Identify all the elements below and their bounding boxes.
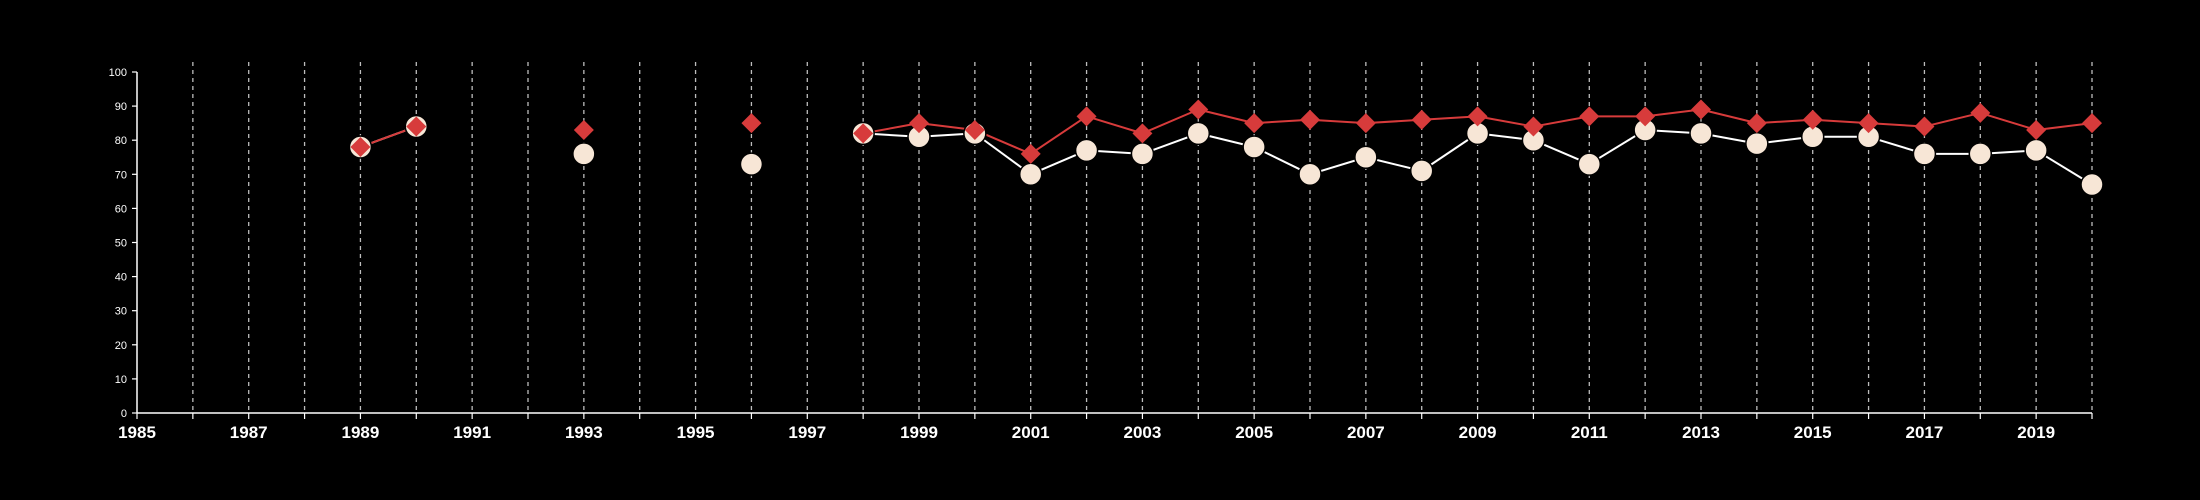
x-tick-label: 1999 [900, 423, 938, 442]
series-1-point [1130, 142, 1155, 166]
x-tick-label: 2003 [1124, 423, 1162, 442]
series-1-point [572, 142, 596, 166]
series-1-point [1354, 145, 1378, 169]
lines-layer [360, 108, 2093, 186]
y-tick-label: 60 [115, 203, 127, 215]
series-2-segment [2036, 122, 2093, 131]
series-1-point [1242, 135, 1266, 159]
series-2-point [1244, 113, 1265, 134]
x-tick-label: 1989 [342, 423, 380, 442]
series-2-point [1355, 113, 1376, 134]
series-2-point [1188, 99, 1209, 120]
series-1-point [1968, 142, 1993, 166]
series-1-point [1745, 131, 1769, 156]
y-tick-label: 40 [115, 272, 127, 284]
series-2-point [573, 119, 594, 140]
x-tick-label: 2015 [1794, 423, 1832, 442]
x-tick-label: 2005 [1235, 423, 1273, 442]
x-tick-label: 1993 [565, 423, 603, 442]
series-2-segment [1645, 108, 1702, 118]
x-tick-label: 2009 [1459, 423, 1497, 442]
y-tick-label: 50 [115, 238, 127, 250]
series-2-segment [1700, 108, 1758, 125]
series-2-segment [1533, 115, 1590, 128]
series-2-segment [1198, 108, 1255, 125]
x-tick-label: 1997 [788, 423, 826, 442]
y-tick-label: 90 [115, 101, 127, 113]
series-2-segment [1477, 115, 1534, 128]
series-2-segment [1142, 108, 1199, 135]
series-1-point [1409, 159, 1434, 183]
axes-layer: 0 10 20 30 40 50 60 70 80 90 100 1985 1987 1989 1991 19… [109, 67, 2093, 442]
x-tick-label: 2001 [1012, 423, 1050, 442]
x-tick-label: 2017 [1906, 423, 1944, 442]
series-1-point [1074, 138, 1099, 163]
series-2-point [1300, 109, 1320, 130]
series-2-point [1802, 109, 1823, 130]
y-tick-label: 100 [109, 67, 127, 79]
series-2-point [406, 116, 427, 137]
series-2-point [1020, 143, 1041, 164]
series-2-segment [1030, 115, 1088, 155]
series-2-point [741, 113, 762, 134]
series-1-point [1018, 162, 1043, 187]
y-tick-label: 80 [115, 135, 127, 147]
series-1-point [1689, 121, 1713, 146]
series-2-point [964, 119, 985, 140]
series-2-point [1746, 113, 1767, 134]
series-2-point [1691, 99, 1711, 120]
x-tick-label: 2019 [2017, 423, 2055, 442]
series-1-point [1298, 162, 1322, 187]
series-2-segment [1979, 111, 2037, 131]
y-tick-label: 20 [115, 340, 127, 352]
series-2-point [1523, 116, 1544, 137]
series-2-point [350, 137, 371, 158]
series-2-point [853, 123, 874, 144]
x-tick-label: 1987 [230, 423, 268, 442]
series-2-point [1467, 106, 1488, 127]
series-2-point [1411, 109, 1432, 130]
x-tick-label: 2011 [1571, 423, 1608, 442]
series-2-segment [1086, 115, 1143, 135]
x-tick-label: 1991 [453, 423, 491, 442]
y-tick-label: 70 [115, 169, 127, 181]
series-1-point [1912, 142, 1937, 166]
x-tick-label: 1995 [677, 423, 715, 442]
y-tick-label: 0 [121, 408, 127, 420]
x-tick-label: 2013 [1682, 423, 1720, 442]
series-1-point [2080, 172, 2104, 197]
grid-layer [192, 62, 2093, 413]
series-2-point [2026, 119, 2047, 140]
series-2-point [2082, 113, 2102, 134]
series-1-point [739, 152, 764, 176]
y-tick-label: 30 [115, 306, 127, 318]
series-2-point [1579, 106, 1600, 127]
series-2-point [1970, 102, 1991, 123]
series-1-point [1186, 121, 1211, 146]
series-1-point [2024, 138, 2048, 163]
marks-layer [348, 99, 2104, 197]
x-tick-label: 1985 [118, 423, 156, 442]
series-2-point [1132, 123, 1153, 144]
series-2-segment [1924, 111, 1981, 128]
x-tick-label: 2007 [1347, 423, 1385, 442]
series-2-point [1076, 106, 1097, 127]
y-tick-label: 10 [115, 374, 127, 386]
series-1-point [1577, 152, 1602, 176]
series-2-point [909, 113, 929, 134]
series-2-point [1635, 106, 1656, 127]
series-2-point [1914, 116, 1935, 137]
series-2-point [1858, 113, 1879, 134]
